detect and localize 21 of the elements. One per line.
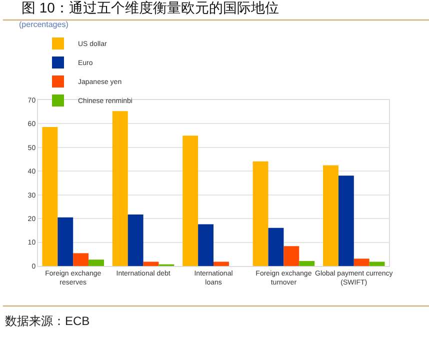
bar (112, 111, 128, 266)
bar (143, 262, 159, 266)
bar (73, 253, 89, 266)
bar (128, 214, 144, 266)
bar (338, 176, 354, 266)
bar (198, 224, 214, 266)
bar (323, 165, 338, 266)
bar (88, 260, 104, 266)
bar (182, 136, 198, 266)
bar (268, 228, 284, 266)
bar (354, 258, 370, 266)
bar (369, 262, 385, 266)
bar (214, 262, 229, 266)
bar (42, 127, 58, 266)
bar (284, 246, 300, 266)
bar (252, 161, 268, 266)
source-note: 数据来源：ECB (5, 314, 90, 328)
chart-subtitle: (percentages) (19, 20, 69, 29)
bar (58, 217, 74, 266)
chart-title: 图 10：通过五个维度衡量欧元的国际地位 (21, 0, 279, 16)
bar (299, 261, 315, 266)
